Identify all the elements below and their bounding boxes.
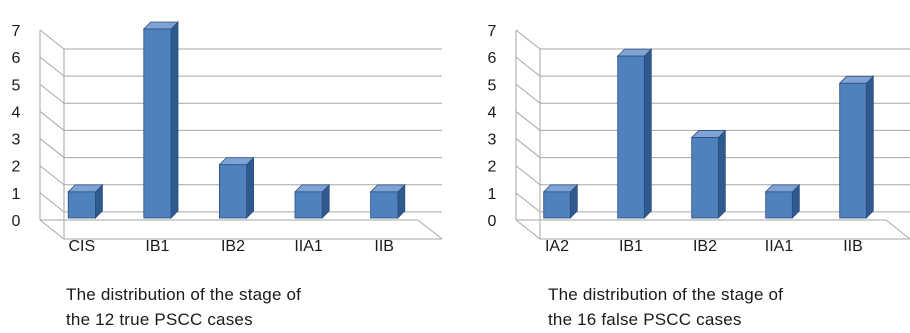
bar bbox=[218, 156, 255, 219]
bar-front bbox=[294, 191, 323, 219]
bar-front bbox=[67, 191, 96, 219]
y-tick-label: 0 bbox=[488, 213, 497, 230]
gridline-depth bbox=[39, 219, 65, 240]
chart-panel-false-pscc: 0 1 2 3 4 5 6 7 IA2 IB1 IB2 IIA1 IIB The distributio… bbox=[478, 0, 910, 333]
x-tick-label: IIA1 bbox=[294, 238, 323, 255]
bar-front bbox=[617, 55, 645, 219]
bar-front bbox=[765, 191, 793, 219]
x-tick-label: CIS bbox=[68, 238, 95, 255]
chart-caption: The distribution of the stage of the 16 … bbox=[548, 282, 783, 332]
x-tick-label: IB1 bbox=[619, 238, 643, 255]
bar bbox=[542, 183, 579, 219]
y-tick-label: 4 bbox=[12, 104, 21, 121]
x-tick-label: IIA1 bbox=[765, 238, 794, 255]
gridline-depth bbox=[39, 56, 65, 77]
y-tick-label: 6 bbox=[488, 50, 497, 67]
bar-side bbox=[865, 75, 874, 219]
caption-line-1: The distribution of the stage of bbox=[66, 285, 302, 304]
bar bbox=[838, 75, 875, 219]
y-tick-label: 4 bbox=[488, 104, 497, 121]
chart-panel-true-pscc: 0 1 2 3 4 5 6 7 CIS IB1 IB2 IIA1 IIB The distributio… bbox=[12, 21, 443, 332]
bar bbox=[764, 183, 801, 219]
bar-chart-true-pscc: 0 1 2 3 4 5 6 7 CIS IB1 IB2 IIA1 IIB bbox=[12, 21, 443, 255]
bar-front bbox=[691, 137, 719, 219]
y-tick-label: 1 bbox=[12, 186, 21, 203]
y-tick-label: 7 bbox=[12, 23, 21, 40]
bar-front bbox=[218, 164, 248, 219]
x-tick-label: IA2 bbox=[545, 238, 569, 255]
gridline-depth bbox=[39, 192, 65, 213]
y-tick-label: 3 bbox=[12, 132, 21, 149]
gridline-depth bbox=[515, 165, 541, 186]
gridline-depth bbox=[515, 138, 541, 158]
x-tick-label: IIB bbox=[374, 238, 394, 255]
floor-edge bbox=[885, 219, 910, 240]
y-tick-label: 1 bbox=[488, 186, 497, 203]
bar bbox=[616, 48, 653, 219]
gridline-depth bbox=[515, 83, 541, 104]
gridline-depth bbox=[39, 83, 65, 104]
gridline-depth bbox=[39, 138, 65, 158]
bar bbox=[294, 183, 331, 219]
floor-edge bbox=[417, 219, 443, 240]
bar bbox=[67, 183, 104, 219]
gridline-depth bbox=[39, 165, 65, 186]
bar-side bbox=[170, 21, 179, 219]
bar-front bbox=[543, 191, 571, 219]
caption-line-1: The distribution of the stage of bbox=[548, 285, 784, 304]
y-tick-label: 2 bbox=[488, 159, 497, 176]
caption-line-2: the 16 false PSCC cases bbox=[548, 310, 742, 329]
y-tick-label: 3 bbox=[488, 132, 497, 149]
bar-side bbox=[717, 129, 726, 219]
bar-side bbox=[246, 156, 255, 219]
bar-chart-false-pscc: 0 1 2 3 4 5 6 7 IA2 IB1 IB2 IIA1 IIB bbox=[488, 23, 910, 255]
gridline-depth bbox=[515, 29, 541, 50]
y-tick-label: 0 bbox=[12, 213, 21, 230]
bar bbox=[369, 183, 406, 219]
gridline-depth bbox=[515, 219, 541, 240]
bar-side bbox=[643, 48, 652, 219]
bar bbox=[142, 21, 179, 219]
y-tick-label: 7 bbox=[488, 23, 497, 40]
y-tick-label: 5 bbox=[488, 77, 497, 94]
gridline-depth bbox=[39, 111, 65, 131]
y-tick-label: 2 bbox=[12, 159, 21, 176]
gridline-depth bbox=[515, 111, 541, 131]
bar-front bbox=[143, 28, 172, 219]
x-tick-label: IB2 bbox=[693, 238, 717, 255]
gridline-depth bbox=[515, 192, 541, 213]
bar-front bbox=[839, 82, 867, 219]
x-tick-label: IIB bbox=[843, 238, 863, 255]
chart-caption: The distribution of the stage of the 12 … bbox=[66, 282, 301, 332]
gridline-depth bbox=[39, 29, 65, 50]
caption-line-2: the 12 true PSCC cases bbox=[66, 310, 253, 329]
bar-front bbox=[370, 191, 399, 219]
x-tick-label: IB2 bbox=[221, 238, 245, 255]
y-tick-label: 6 bbox=[12, 50, 21, 67]
gridline-depth bbox=[515, 56, 541, 77]
bar bbox=[690, 129, 727, 219]
x-tick-label: IB1 bbox=[145, 238, 169, 255]
y-tick-label: 5 bbox=[12, 77, 21, 94]
